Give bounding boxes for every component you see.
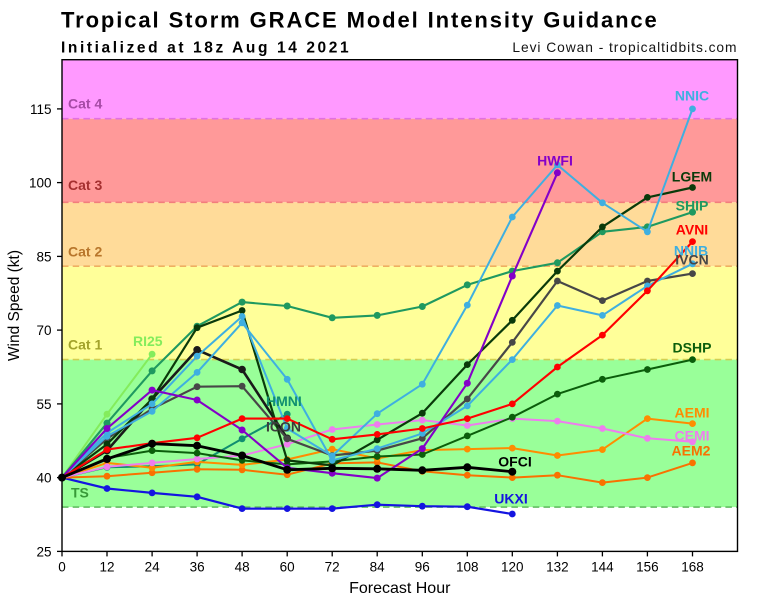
svg-text:DSHP: DSHP — [673, 340, 712, 356]
svg-text:12: 12 — [99, 560, 114, 575]
svg-text:Wind Speed (kt): Wind Speed (kt) — [6, 250, 23, 361]
svg-text:144: 144 — [591, 560, 614, 575]
svg-text:LGEM: LGEM — [672, 169, 712, 185]
svg-text:Cat 2: Cat 2 — [68, 244, 102, 260]
svg-text:72: 72 — [325, 560, 340, 575]
svg-text:Initialized at 18z Aug 14 2021: Initialized at 18z Aug 14 2021 — [61, 40, 351, 57]
svg-text:70: 70 — [36, 323, 51, 338]
svg-text:24: 24 — [145, 560, 161, 575]
svg-text:RI25: RI25 — [133, 333, 163, 349]
svg-text:Forecast Hour: Forecast Hour — [349, 580, 451, 597]
svg-text:IVCN: IVCN — [675, 252, 708, 268]
svg-text:156: 156 — [636, 560, 659, 575]
svg-text:Tropical Storm GRACE Model Int: Tropical Storm GRACE Model Intensity Gui… — [61, 8, 659, 33]
svg-text:25: 25 — [36, 544, 51, 559]
svg-text:SHIP: SHIP — [676, 198, 709, 214]
svg-text:60: 60 — [280, 560, 295, 575]
svg-text:0: 0 — [58, 560, 66, 575]
svg-text:48: 48 — [235, 560, 250, 575]
svg-text:85: 85 — [36, 249, 51, 264]
svg-text:Cat 3: Cat 3 — [68, 177, 102, 193]
svg-text:Levi Cowan - tropicaltidbits.c: Levi Cowan - tropicaltidbits.com — [512, 40, 737, 55]
svg-text:NNIC: NNIC — [675, 88, 709, 104]
svg-text:40: 40 — [36, 471, 51, 486]
svg-text:HMNI: HMNI — [266, 393, 302, 409]
svg-text:100: 100 — [29, 176, 52, 191]
svg-text:108: 108 — [456, 560, 479, 575]
svg-text:TS: TS — [71, 485, 89, 501]
svg-text:84: 84 — [370, 560, 386, 575]
svg-text:115: 115 — [30, 102, 52, 117]
svg-text:ICON: ICON — [266, 419, 301, 435]
svg-text:96: 96 — [415, 560, 430, 575]
svg-text:CEMI: CEMI — [675, 428, 710, 444]
svg-text:Cat 4: Cat 4 — [68, 96, 102, 112]
svg-text:OFCI: OFCI — [498, 454, 531, 470]
svg-text:AVNI: AVNI — [676, 222, 708, 238]
svg-text:36: 36 — [190, 560, 205, 575]
svg-text:NNIB: NNIB — [674, 243, 708, 259]
svg-text:HWFI: HWFI — [537, 153, 573, 169]
svg-text:120: 120 — [501, 560, 524, 575]
svg-text:168: 168 — [681, 560, 704, 575]
svg-text:AEM2: AEM2 — [672, 443, 711, 459]
svg-text:AEMI: AEMI — [675, 405, 710, 421]
svg-text:132: 132 — [546, 560, 569, 575]
svg-text:Cat 1: Cat 1 — [68, 337, 102, 353]
svg-text:55: 55 — [36, 397, 51, 412]
svg-text:UKXI: UKXI — [494, 491, 527, 507]
